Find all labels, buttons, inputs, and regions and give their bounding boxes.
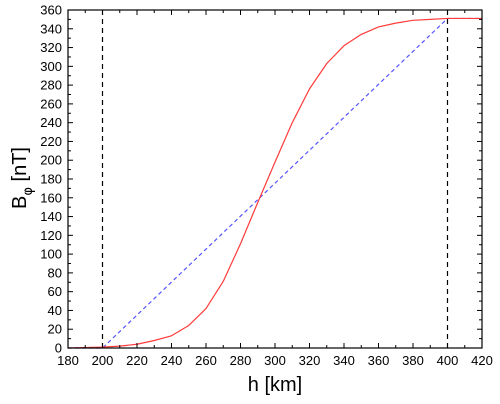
y-axis-label-sub: φ (21, 187, 36, 196)
y-axis-label-main: B (9, 196, 31, 209)
x-tick-label-200: 200 (92, 353, 114, 368)
ticks-layer: 180 200 220 240 260 280 300 320 340 360 380 400 420 0… (40, 3, 493, 369)
y-tick-label-220: 220 (40, 134, 62, 149)
x-tick-label-320: 320 (299, 353, 321, 368)
y-tick-label-0: 0 (55, 341, 62, 356)
y-tick-label-280: 280 (40, 78, 62, 93)
x-tick-label-240: 240 (161, 353, 183, 368)
y-axis-label: Bφ [nT] (9, 147, 36, 209)
y-tick-label-200: 200 (40, 153, 62, 168)
x-tick-label-300: 300 (264, 353, 286, 368)
x-tick-label-180: 180 (57, 353, 79, 368)
x-tick-label-280: 280 (230, 353, 252, 368)
x-tick-label-260: 260 (195, 353, 217, 368)
x-tick-label-400: 400 (437, 353, 459, 368)
y-tick-label-360: 360 (40, 3, 62, 18)
series-line-1 (68, 17, 482, 349)
y-tick-label-160: 160 (40, 190, 62, 205)
y-tick-label-240: 240 (40, 115, 62, 130)
y-tick-label-300: 300 (40, 59, 62, 74)
y-tick-label-260: 260 (40, 96, 62, 111)
y-tick-label-20: 20 (48, 322, 62, 337)
y-tick-label-140: 140 (40, 209, 62, 224)
y-tick-label-60: 60 (48, 284, 62, 299)
x-tick-label-420: 420 (471, 353, 493, 368)
x-tick-label-220: 220 (126, 353, 148, 368)
plot-frame (67, 9, 483, 349)
y-axis-label-unit: [nT] (9, 147, 31, 187)
y-tick-label-80: 80 (48, 265, 62, 280)
y-tick-label-180: 180 (40, 172, 62, 187)
y-axis-label-group: Bφ [nT] (9, 147, 36, 209)
plot-layer (67, 10, 482, 349)
x-tick-label-380: 380 (402, 353, 424, 368)
x-tick-label-340: 340 (333, 353, 355, 368)
y-tick-label-40: 40 (48, 303, 62, 318)
y-tick-label-120: 120 (40, 228, 62, 243)
y-tick-label-340: 340 (40, 21, 62, 36)
x-axis-label: h [km] (248, 374, 302, 396)
x-tick-label-360: 360 (368, 353, 390, 368)
y-tick-label-320: 320 (40, 40, 62, 55)
series-line-0 (67, 17, 482, 349)
y-tick-label-100: 100 (40, 247, 62, 262)
